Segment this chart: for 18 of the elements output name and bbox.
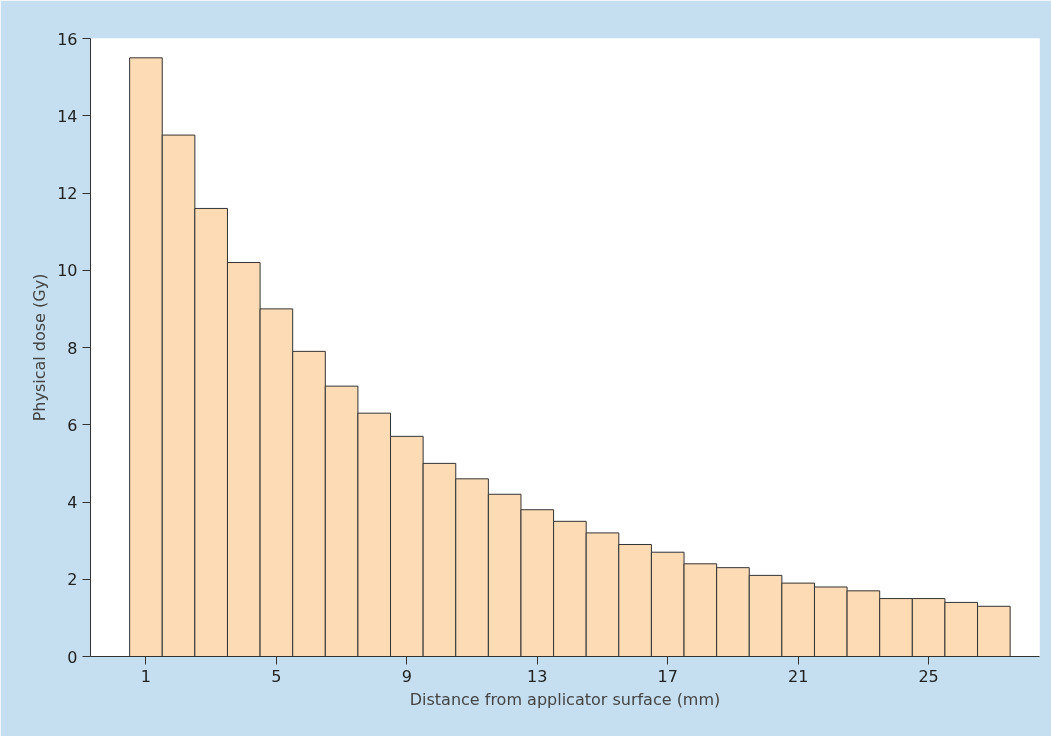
y-tick-label: 14 [57, 106, 78, 126]
y-tick-label: 10 [57, 261, 78, 281]
y-axis-title: Physical dose (Gy) [30, 273, 50, 422]
y-tick-label: 4 [67, 493, 78, 512]
y-tick-label: 16 [57, 29, 78, 49]
x-tick-label: 25 [918, 666, 939, 686]
x-tick-label: 13 [527, 666, 548, 686]
y-tick-label: 2 [67, 570, 78, 590]
x-tick-label: 1 [140, 666, 152, 686]
x-tick-label: 5 [271, 666, 282, 686]
x-tick-label: 21 [787, 666, 809, 686]
x-axis-title: Distance from applicator surface (mm) [409, 689, 721, 709]
x-tick-label: 9 [401, 666, 412, 686]
y-tick-label: 6 [67, 415, 78, 435]
y-tick-label: 0 [67, 647, 78, 667]
y-tick-label: 8 [67, 338, 78, 358]
x-tick-label: 17 [657, 666, 678, 686]
y-tick-label: 12 [57, 184, 78, 203]
